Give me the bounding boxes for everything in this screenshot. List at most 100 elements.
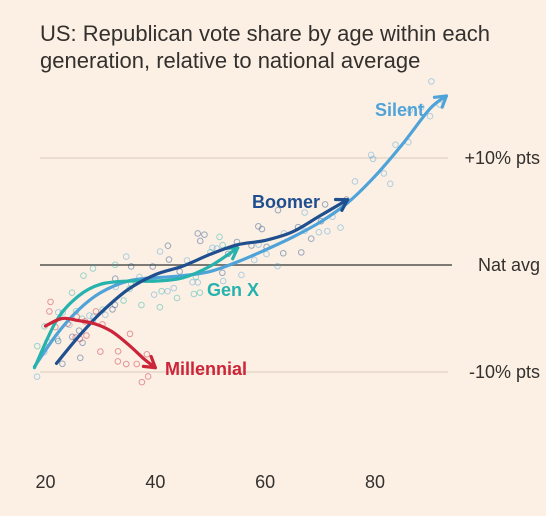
data-point: [194, 279, 202, 286]
data-point: [47, 298, 54, 306]
data-point: [315, 228, 323, 236]
data-point: [301, 209, 308, 216]
series-label-boomer: Boomer: [252, 192, 320, 212]
data-point: [219, 277, 227, 285]
data-point: [114, 348, 122, 355]
series-arrow-millennial: [141, 354, 157, 370]
data-point: [33, 342, 41, 350]
y-tick-label: Nat avg: [478, 255, 540, 275]
data-point: [144, 373, 152, 380]
data-point: [194, 230, 202, 237]
data-point: [80, 272, 87, 279]
data-point: [126, 330, 134, 338]
data-point: [176, 268, 183, 275]
data-point: [149, 263, 157, 270]
chart-title-line-1: US: Republican vote share by age within …: [40, 21, 491, 46]
x-tick-label: 80: [365, 472, 385, 492]
data-point: [68, 333, 76, 341]
scatter-points: [33, 78, 443, 386]
series-lines: [32, 94, 448, 370]
data-point: [164, 242, 172, 250]
data-point: [274, 206, 282, 214]
data-point: [190, 290, 198, 298]
data-point: [406, 106, 414, 114]
data-point: [170, 284, 178, 292]
data-point: [54, 337, 62, 345]
data-point: [122, 253, 130, 260]
data-point: [369, 155, 377, 163]
data-point: [297, 249, 305, 256]
data-point: [111, 301, 119, 309]
data-point: [122, 360, 130, 368]
data-point: [250, 256, 258, 264]
chart-title-line-2: generation, relative to national average: [40, 48, 421, 73]
y-tick-label: -10% pts: [469, 362, 540, 382]
data-point: [324, 227, 331, 235]
data-point: [127, 263, 135, 270]
data-point: [196, 237, 204, 245]
data-point: [201, 231, 208, 238]
data-point: [380, 170, 388, 177]
data-point: [367, 151, 375, 159]
data-point: [274, 262, 281, 270]
data-point: [156, 303, 164, 311]
x-tick-label: 40: [145, 472, 165, 492]
data-point: [164, 287, 171, 295]
data-point: [156, 248, 164, 255]
data-point: [33, 373, 41, 380]
data-point: [219, 269, 226, 277]
data-point: [238, 271, 245, 279]
data-point: [86, 312, 93, 319]
data-point: [216, 233, 223, 241]
data-point: [189, 278, 196, 286]
series-arrow-boomer: [333, 197, 350, 212]
data-point: [109, 306, 116, 313]
data-point: [150, 291, 158, 298]
y-tick-labels: +10% pts Nat avg -10% pts: [464, 148, 540, 382]
data-point: [386, 180, 394, 188]
x-tick-label: 60: [255, 472, 275, 492]
series-line-gen-x: [32, 246, 240, 370]
data-point: [138, 301, 145, 309]
series-label-millennial: Millennial: [165, 359, 247, 379]
data-point: [46, 308, 53, 315]
series-label-silent: Silent: [375, 100, 424, 120]
data-point: [114, 358, 122, 365]
data-point: [111, 261, 119, 269]
data-point: [263, 250, 270, 258]
data-point: [120, 297, 127, 304]
data-point: [68, 289, 76, 296]
data-point: [219, 241, 226, 249]
data-point: [83, 332, 90, 339]
data-point: [97, 348, 104, 355]
data-point: [426, 112, 434, 120]
series-line-millennial: [43, 316, 157, 370]
data-point: [92, 308, 100, 315]
data-point: [79, 339, 86, 347]
data-point: [59, 360, 66, 368]
data-point: [76, 354, 84, 362]
data-point: [158, 287, 165, 295]
data-point: [196, 289, 204, 296]
data-point: [133, 360, 141, 368]
x-tick-labels: 20 40 60 80: [35, 472, 385, 492]
x-tick-label: 20: [35, 472, 55, 492]
gridlines: [40, 157, 452, 373]
chart-title: US: Republican vote share by age within …: [40, 20, 540, 74]
data-point: [428, 78, 435, 85]
data-point: [138, 378, 146, 386]
series-line-silent: [32, 94, 448, 369]
data-point: [351, 178, 359, 185]
data-point: [258, 225, 266, 233]
data-point: [89, 265, 97, 272]
data-point: [279, 249, 287, 257]
data-point: [66, 321, 73, 329]
series-labels: Silent Boomer Gen X Millennial: [165, 100, 424, 379]
data-point: [173, 294, 181, 302]
data-point: [307, 235, 315, 242]
data-point: [101, 311, 109, 319]
data-point: [417, 103, 425, 111]
data-point: [392, 141, 399, 148]
series-arrow-silent: [432, 94, 448, 109]
data-point: [143, 350, 151, 358]
